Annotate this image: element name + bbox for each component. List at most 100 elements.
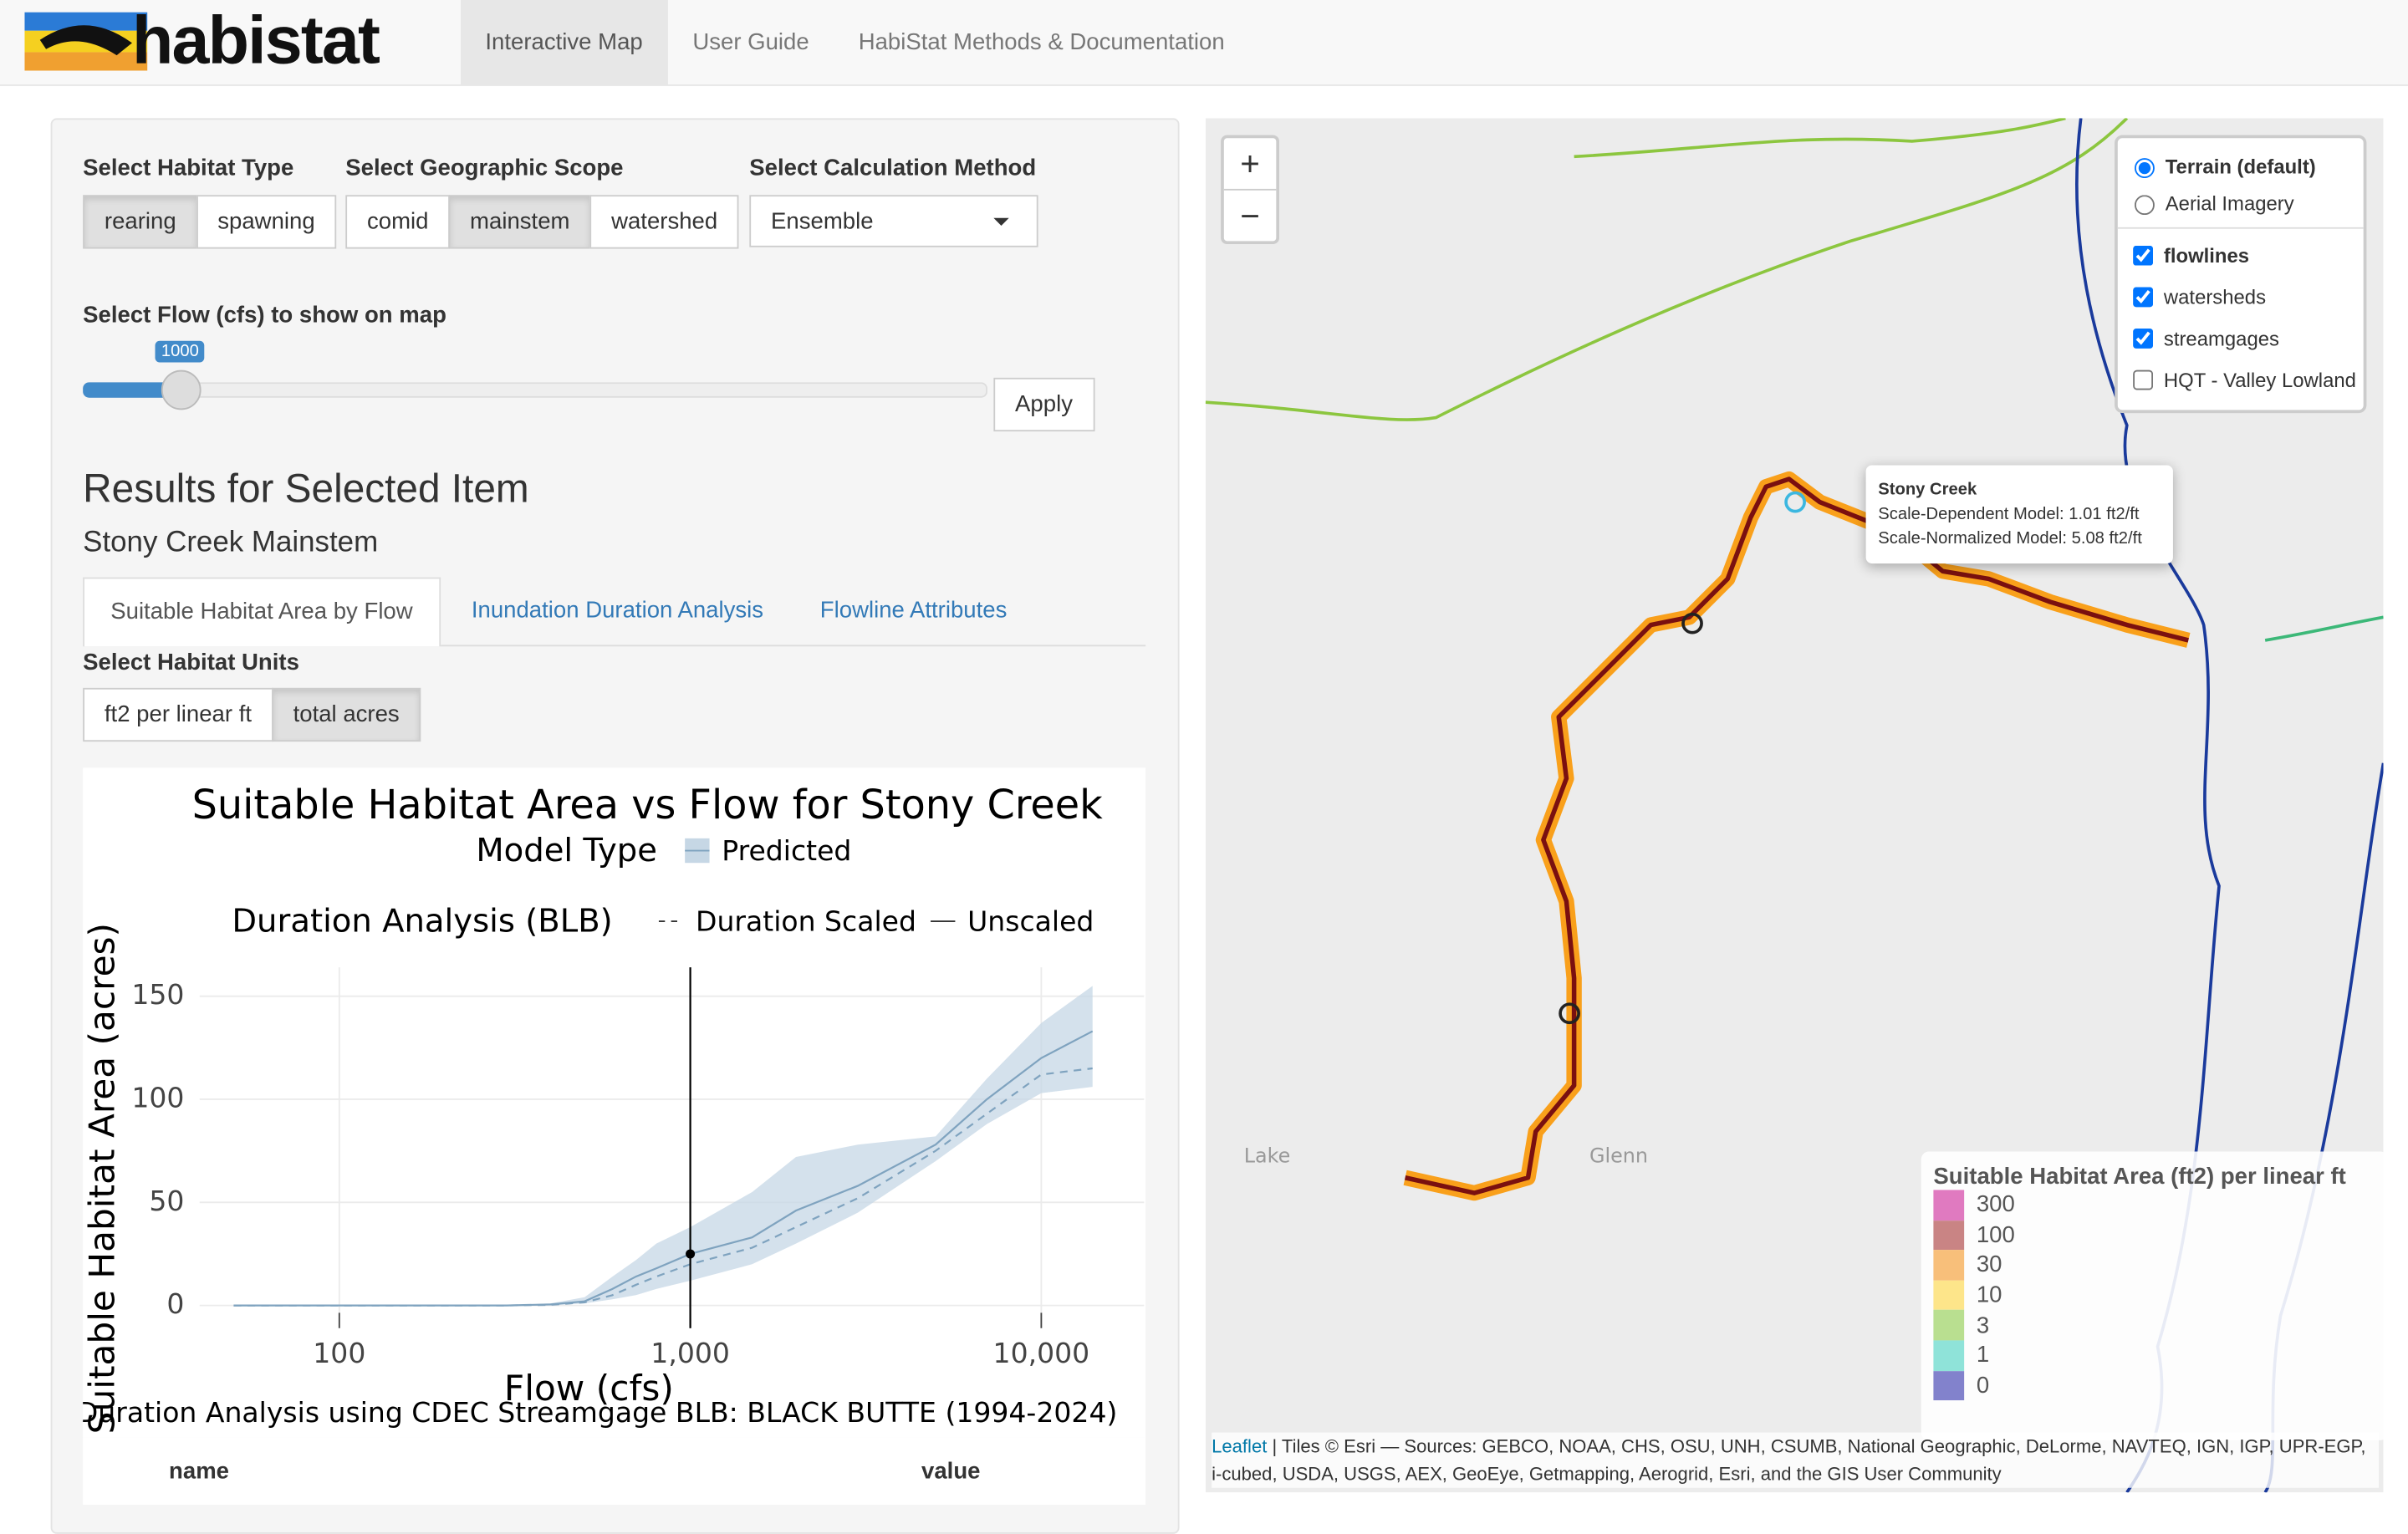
y-axis-label: Suitable Habitat Area (acres) [83, 923, 122, 1434]
legend-swatch [1933, 1340, 1965, 1371]
column-header[interactable]: value [921, 1458, 981, 1486]
zoom-control: + − [1221, 135, 1279, 245]
chart-title: Suitable Habitat Area vs Flow for Stony … [192, 782, 1104, 828]
checkbox[interactable] [2133, 329, 2154, 349]
layer-name: streamgages [2163, 327, 2279, 350]
legend-swatch [1933, 1250, 1965, 1281]
label: Select Habitat Type [83, 155, 294, 181]
x-axis-label: Flow (cfs) [504, 1368, 674, 1409]
layer-option[interactable]: watersheds [2118, 277, 2364, 319]
y-tick-label: 50 [149, 1185, 184, 1217]
legend-label: Predicted [722, 834, 851, 867]
apply-button[interactable]: Apply [993, 377, 1094, 432]
toggle-button[interactable]: comid [345, 195, 451, 249]
label: Select Geographic Scope [345, 155, 624, 181]
attribution-link[interactable]: Leaflet [1212, 1435, 1268, 1458]
tab-rule [83, 645, 1146, 647]
checkbox[interactable] [2133, 287, 2154, 308]
layer-option[interactable]: flowlines [2118, 235, 2364, 277]
popup-title: Stony Creek [1878, 480, 1977, 499]
result-tab[interactable]: Suitable Habitat Area by Flow [83, 577, 441, 647]
legend-title: Model Type [476, 832, 657, 869]
toggle-button[interactable]: total acres [271, 687, 421, 742]
slider-fill [83, 382, 181, 398]
legend-label: 300 [1976, 1191, 2015, 1219]
legend-label: 10 [1976, 1282, 2002, 1309]
selected-point [686, 1249, 696, 1259]
label: Select Flow (cfs) to show on map [83, 302, 446, 329]
x-tick-label: 10,000 [993, 1337, 1090, 1369]
nav-tab[interactable]: Interactive Map [461, 0, 668, 85]
y-tick-label: 150 [131, 978, 184, 1011]
legend-title: Suitable Habitat Area (ft2) per linear f… [1933, 1164, 2346, 1190]
layer-name: HQT - Valley Lowland [2163, 368, 2356, 392]
flowline [1403, 471, 2191, 1201]
layer-name: watersheds [2163, 285, 2267, 309]
place-label: Lake [1244, 1144, 1291, 1167]
x-tick-label: 1,000 [650, 1337, 730, 1369]
legend-title: Duration Analysis (BLB) [232, 902, 612, 940]
brand: habistat [131, 3, 380, 79]
method-select[interactable]: Ensemble [749, 195, 1038, 247]
gage-marker[interactable] [1681, 612, 1703, 634]
zoom-out[interactable]: − [1240, 196, 1260, 236]
gage-marker[interactable] [1784, 491, 1806, 513]
checkbox[interactable] [2133, 369, 2154, 390]
nav-tab[interactable]: User Guide [692, 28, 809, 56]
layer-name: flowlines [2163, 244, 2250, 268]
toggle-button[interactable]: watershed [589, 195, 739, 249]
select-value: Ensemble [771, 208, 874, 236]
layer-option[interactable]: Terrain (default) [2118, 147, 2364, 184]
series-line [233, 1067, 1093, 1307]
zoom-in[interactable]: + [1223, 138, 1277, 191]
label: Select Calculation Method [749, 155, 1037, 181]
nav-tab[interactable]: HabiStat Methods & Documentation [858, 28, 1225, 56]
toggle-button[interactable]: rearing [83, 195, 198, 249]
legend-item: 30 [1933, 1250, 2375, 1281]
toggle-button[interactable]: mainstem [448, 195, 592, 249]
caret [993, 217, 1009, 233]
slider-handle[interactable] [161, 369, 202, 410]
popup: Stony Creek Scale-Dependent Model: 1.01 … [1865, 465, 2173, 564]
legend-swatch [1933, 1190, 1965, 1221]
layer-option[interactable]: streamgages [2118, 318, 2364, 359]
radio[interactable] [2135, 195, 2155, 216]
y-tick-label: 0 [166, 1287, 184, 1320]
watershed-line [1574, 118, 2066, 159]
legend-item: 100 [1933, 1220, 2375, 1251]
result-tab[interactable]: Flowline Attributes [819, 597, 1008, 624]
table: name value [83, 1437, 1146, 1505]
stream [2264, 615, 2384, 642]
popup-line: Scale-Dependent Model: 1.01 ft2/ft [1878, 505, 2140, 524]
toggle-button[interactable]: ft2 per linear ft [83, 687, 273, 742]
legend-label: Unscaled [967, 905, 1094, 937]
legend-item: 0 [1933, 1370, 2375, 1401]
layer-option[interactable]: HQT - Valley Lowland [2118, 359, 2364, 401]
layer-option[interactable]: Aerial Imagery [2118, 184, 2364, 221]
legend-label: Duration Scaled [696, 905, 916, 937]
toggle-button[interactable]: spawning [196, 195, 337, 249]
result-tab[interactable]: Inundation Duration Analysis [471, 597, 764, 624]
logo-icon [24, 12, 148, 71]
x-tick-label: 100 [313, 1337, 365, 1369]
item-name: Stony Creek Mainstem [83, 526, 379, 559]
heading: Results for Selected Item [83, 465, 529, 512]
separator [2117, 227, 2364, 229]
popup-line: Scale-Normalized Model: 5.08 ft2/ft [1878, 529, 2142, 548]
legend-swatch [1933, 1280, 1965, 1311]
layer-name: Terrain (default) [2165, 154, 2316, 178]
checkbox[interactable] [2133, 245, 2154, 266]
legend-label: 1 [1976, 1342, 1990, 1368]
slider-track[interactable] [83, 382, 987, 398]
legend-swatch [1933, 1370, 1965, 1401]
gage-marker[interactable] [1559, 1002, 1580, 1025]
layer-control: Terrain (default) Aerial Imagery flowlines… [2115, 135, 2367, 414]
column-header[interactable]: name [169, 1458, 230, 1486]
slider-value: 1000 [155, 340, 206, 363]
legend-label: 0 [1976, 1372, 1990, 1399]
radio[interactable] [2135, 158, 2155, 179]
navbar: habistat Interactive Map User Guide HabiSt… [0, 0, 2408, 86]
chart: Suitable Habitat Area vs Flow for Stony … [83, 767, 1146, 1438]
